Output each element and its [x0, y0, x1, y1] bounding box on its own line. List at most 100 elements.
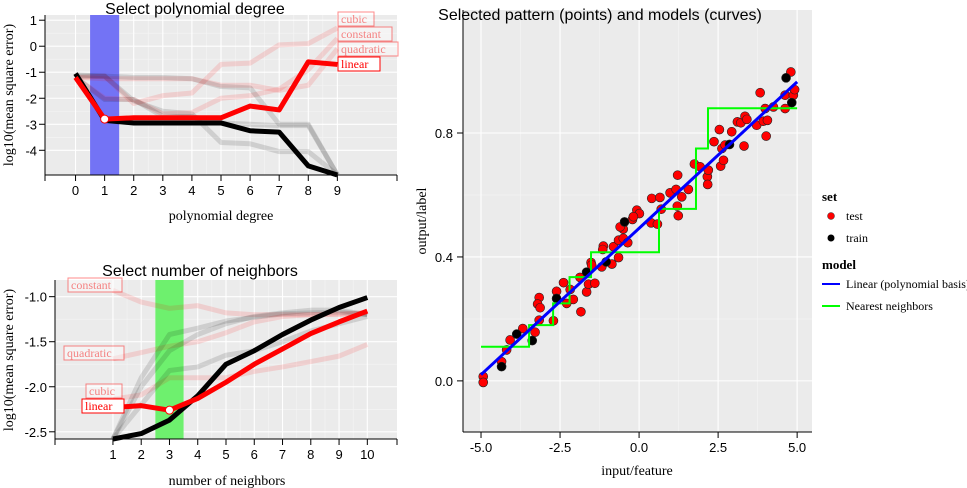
label-text: cubic	[341, 12, 367, 26]
series-line-linear[interactable]	[112, 308, 369, 413]
y-tick-label: -1.0	[25, 290, 47, 305]
legend-linear-label: Linear (polynomial basis)	[846, 277, 967, 291]
label-box	[337, 56, 381, 72]
y-axis-label: output/label	[415, 187, 430, 254]
point-test	[576, 306, 586, 317]
point-test	[505, 335, 515, 345]
y-tick-label: -1	[25, 65, 37, 80]
label-text: linear	[85, 399, 112, 413]
x-tick-label: 7	[276, 183, 283, 198]
point-test	[628, 211, 639, 222]
x-axis-label: input/feature	[601, 464, 673, 479]
y-tick-label: -3	[25, 117, 37, 132]
series-label-quadratic[interactable]: quadratic	[337, 41, 399, 57]
series-line-bold-black[interactable]	[112, 295, 369, 442]
series-line-linear[interactable]	[73, 59, 338, 122]
label-box	[337, 41, 399, 57]
point-test	[558, 277, 569, 288]
series-label-cubic[interactable]: cubic	[337, 11, 375, 27]
label-text: constant	[341, 27, 382, 41]
point-test	[517, 323, 528, 334]
point-train	[496, 361, 507, 372]
label-text: cubic	[89, 384, 115, 398]
y-tick-label: -1.5	[25, 335, 47, 350]
legend-test-marker	[827, 212, 835, 220]
x-tick-label: 5	[217, 183, 224, 198]
series-label-constant[interactable]: constant	[67, 277, 123, 293]
pattern-models-chart: -5.0 -2.5 0.0 2.5 5.0 0.0 0.4 0.8 Selected patt…	[415, 7, 812, 479]
x-tick-label: 3	[166, 447, 173, 462]
y-tick-label: 0.8	[435, 126, 453, 141]
point-test	[702, 179, 713, 190]
y-tick-label: 0.4	[435, 250, 453, 265]
selected-point-marker[interactable]	[164, 405, 174, 415]
x-tick-label: 4	[194, 447, 201, 462]
label-box	[337, 11, 375, 27]
series-label-linear[interactable]: linear	[337, 56, 381, 72]
x-tick-label: 9	[335, 447, 342, 462]
x-tick-label: 1	[101, 183, 108, 198]
x-tick-label: -5.0	[470, 440, 492, 455]
series-label-quadratic[interactable]: quadratic	[63, 345, 125, 361]
legend-model-title: model	[822, 257, 856, 272]
x-tick-label: 5	[222, 447, 229, 462]
series-line-bold-black[interactable]	[73, 72, 339, 178]
point-test	[676, 192, 687, 202]
x-tick-label: 7	[279, 447, 286, 462]
y-tick-label: 0.0	[435, 374, 453, 389]
y-tick-label: -2	[25, 91, 37, 106]
series-label-constant[interactable]: constant	[337, 26, 393, 42]
point-test	[646, 193, 657, 204]
label-box	[63, 345, 125, 361]
legend-train-label: train	[846, 231, 868, 245]
series-line-faint-gray[interactable]	[75, 73, 340, 177]
point-test	[739, 141, 749, 151]
polynomial-degree-chart[interactable]: 0 1 2 3 4 5 6 7 8 910-1-2-3-4cubicconstantquadrat…	[2, 1, 399, 224]
point-test	[762, 115, 773, 126]
selected-point-marker[interactable]	[100, 114, 110, 124]
point-test	[655, 192, 665, 203]
y-tick-label: -2.5	[25, 425, 47, 440]
legend-train-marker	[827, 234, 835, 242]
label-text: quadratic	[67, 346, 112, 360]
x-tick-label: 6	[246, 183, 253, 198]
label-text: quadratic	[341, 42, 386, 56]
series-line-faint-gray[interactable]	[110, 307, 368, 441]
neighbors-chart[interactable]: 1 2 3 4 5 6 7 8 9 10 -1.0 -1.5 -2.0 -2.5 constant quadr…	[2, 263, 398, 488]
y-axis-label: log10(mean square error)	[2, 289, 17, 432]
label-text: linear	[341, 57, 368, 71]
y-tick-label: -2.0	[25, 380, 47, 395]
x-tick-label: 8	[307, 447, 314, 462]
point-train	[619, 217, 630, 227]
selected-band[interactable]	[90, 15, 120, 175]
label-text: constant	[71, 278, 112, 292]
series-line-constant[interactable]	[74, 36, 340, 117]
point-train	[786, 97, 797, 108]
point-test	[478, 377, 489, 388]
point-train	[781, 73, 791, 83]
label-box	[85, 383, 123, 399]
series-label-cubic[interactable]: cubic	[85, 383, 123, 399]
x-tick-label: 0	[72, 183, 79, 198]
point-test	[673, 210, 684, 221]
x-tick-label: 2	[130, 183, 137, 198]
point-test	[672, 170, 683, 180]
label-box	[67, 277, 123, 293]
x-tick-label: 9	[334, 183, 341, 198]
plot-background	[463, 10, 812, 432]
point-test	[726, 126, 737, 137]
x-axis-label: polynomial degree	[169, 209, 274, 224]
x-tick-label: 3	[159, 183, 166, 198]
series-line-cubic[interactable]	[75, 25, 339, 106]
x-tick-label: 2	[138, 447, 145, 462]
chart-title: Selected pattern (points) and models (cu…	[438, 7, 762, 24]
chart-title: Select polynomial degree	[105, 1, 285, 18]
x-tick-label: 2.5	[709, 440, 727, 455]
legend: set test train model Linear (polynomial …	[822, 189, 967, 313]
series-label-linear[interactable]: linear	[81, 398, 125, 414]
legend-nn-label: Nearest neighbors	[846, 299, 933, 313]
y-axis-label: log10(mean square error)	[2, 24, 17, 167]
legend-test-label: test	[846, 209, 863, 223]
point-test	[613, 252, 624, 263]
